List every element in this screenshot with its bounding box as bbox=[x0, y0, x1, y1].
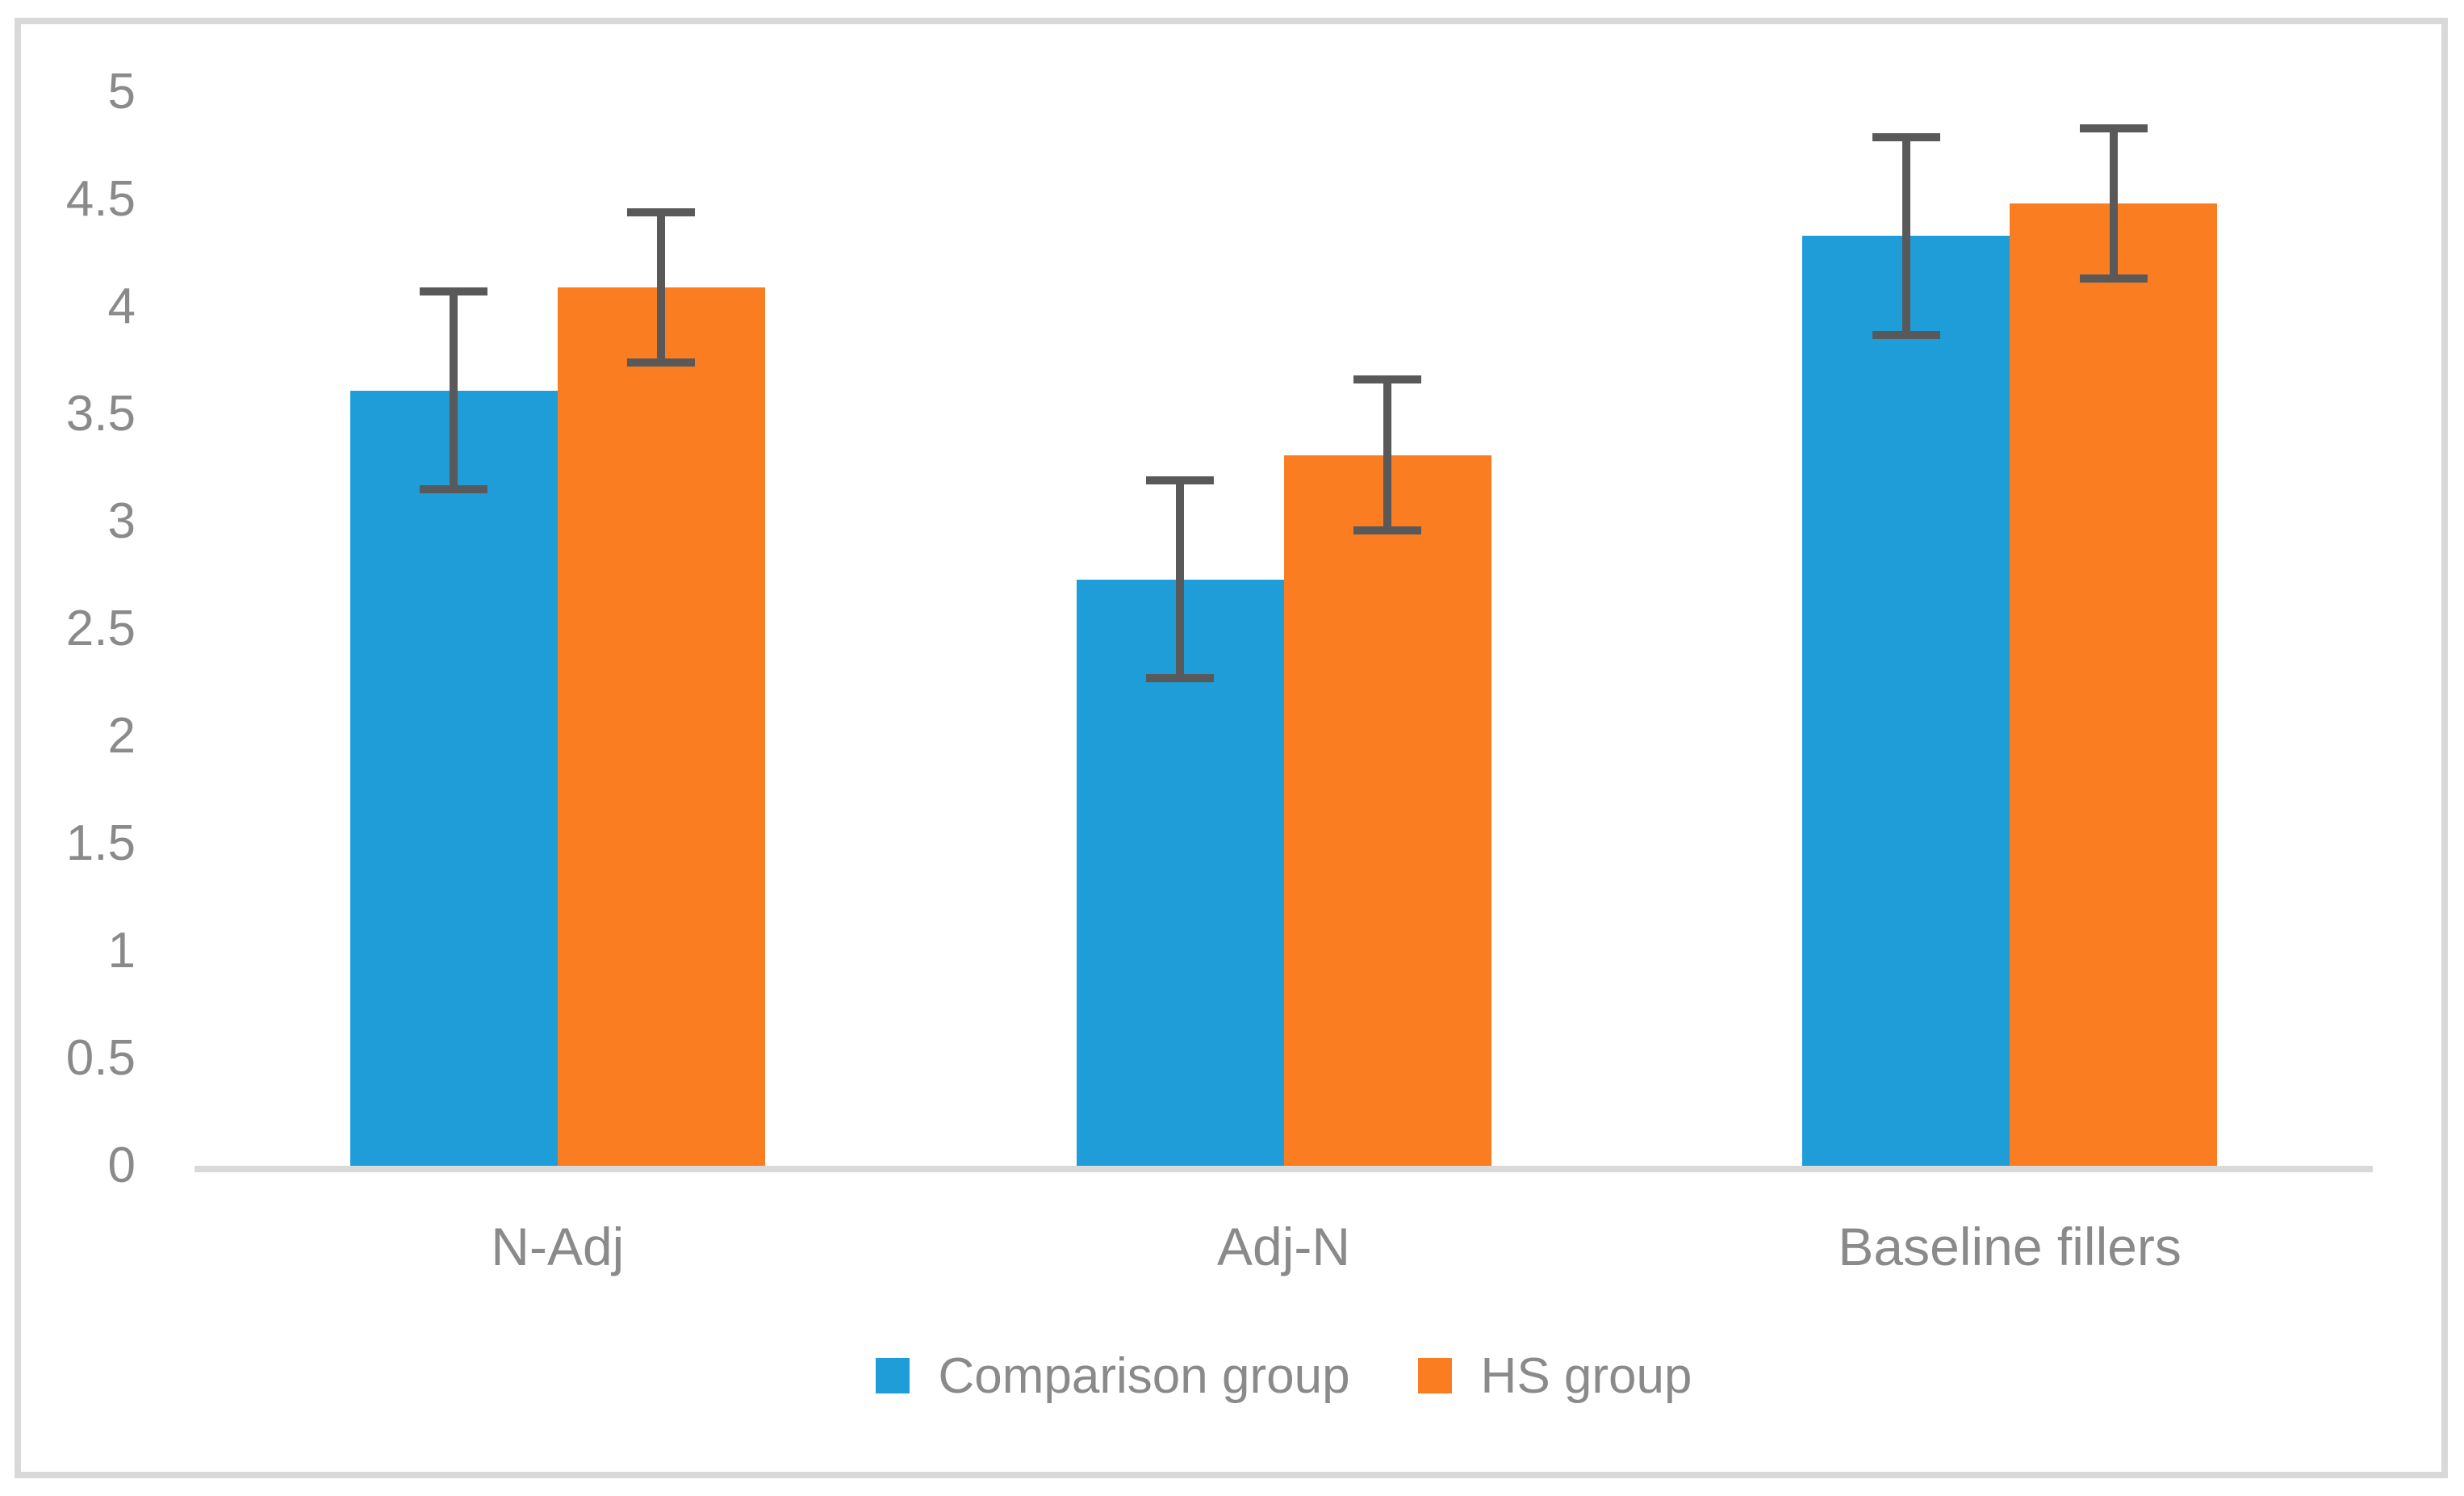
x-axis-label-baseline-fillers: Baseline fillers bbox=[1838, 1217, 2182, 1276]
error-bar-line bbox=[657, 207, 666, 367]
bar-hs-group-baseline-fillers bbox=[2010, 203, 2218, 1166]
error-bar-top-cap bbox=[1872, 132, 1940, 141]
error-bar-bottom-cap bbox=[1353, 526, 1421, 534]
legend-label: HS group bbox=[1480, 1347, 1692, 1404]
legend-swatch-icon bbox=[1417, 1358, 1452, 1393]
y-tick-label: 4 bbox=[107, 279, 136, 334]
x-axis-line bbox=[195, 1166, 2373, 1172]
bar-comparison-group-n-adj bbox=[349, 390, 558, 1166]
error-bar-top-cap bbox=[1146, 476, 1214, 485]
error-bar-bottom-cap bbox=[420, 485, 488, 494]
error-bar-line bbox=[1383, 375, 1391, 534]
y-tick-label: 1.5 bbox=[65, 815, 136, 871]
error-bar-top-cap bbox=[2079, 124, 2148, 133]
bar-comparison-group-baseline-fillers bbox=[1802, 236, 2010, 1166]
y-tick-label: 4.5 bbox=[65, 171, 136, 227]
x-axis-label-n-adj: N-Adj bbox=[491, 1217, 625, 1276]
legend-label: Comparison group bbox=[938, 1347, 1350, 1404]
y-tick-label: 1 bbox=[107, 923, 136, 978]
bar-hs-group-n-adj bbox=[557, 287, 765, 1166]
error-bar-top-cap bbox=[627, 207, 696, 216]
bar-hs-group-adj-n bbox=[1283, 455, 1491, 1166]
error-bar-line bbox=[2109, 124, 2118, 283]
legend: Comparison group HS group bbox=[195, 1347, 2373, 1405]
y-tick-label: 2 bbox=[107, 708, 136, 764]
error-bar-bottom-cap bbox=[1146, 674, 1214, 683]
y-tick-label: 3 bbox=[107, 493, 136, 549]
error-bar-line bbox=[450, 287, 458, 494]
error-bar bbox=[1146, 476, 1214, 683]
error-bar-line bbox=[1176, 476, 1184, 683]
y-tick-label: 5 bbox=[107, 64, 136, 119]
error-bar bbox=[420, 287, 488, 494]
error-bar bbox=[1353, 375, 1421, 534]
error-bar-bottom-cap bbox=[1872, 330, 1940, 339]
error-bar-top-cap bbox=[1353, 375, 1421, 384]
y-tick-label: 0 bbox=[107, 1138, 136, 1193]
y-tick-label: 2.5 bbox=[65, 601, 136, 656]
error-bar-bottom-cap bbox=[627, 358, 696, 367]
error-bar bbox=[2079, 124, 2148, 283]
legend-item-comparison-group: Comparison group bbox=[875, 1347, 1350, 1405]
legend-swatch-icon bbox=[875, 1358, 910, 1393]
error-bar-top-cap bbox=[420, 287, 488, 296]
error-bar-bottom-cap bbox=[2079, 274, 2148, 283]
x-axis-label-adj-n: Adj-N bbox=[1216, 1217, 1351, 1276]
legend-item-hs-group: HS group bbox=[1417, 1347, 1692, 1405]
error-bar bbox=[1872, 132, 1940, 339]
error-bar-line bbox=[1901, 132, 1910, 339]
y-tick-label: 0.5 bbox=[65, 1030, 136, 1086]
y-tick-label: 3.5 bbox=[65, 386, 136, 442]
error-bar bbox=[627, 207, 696, 367]
